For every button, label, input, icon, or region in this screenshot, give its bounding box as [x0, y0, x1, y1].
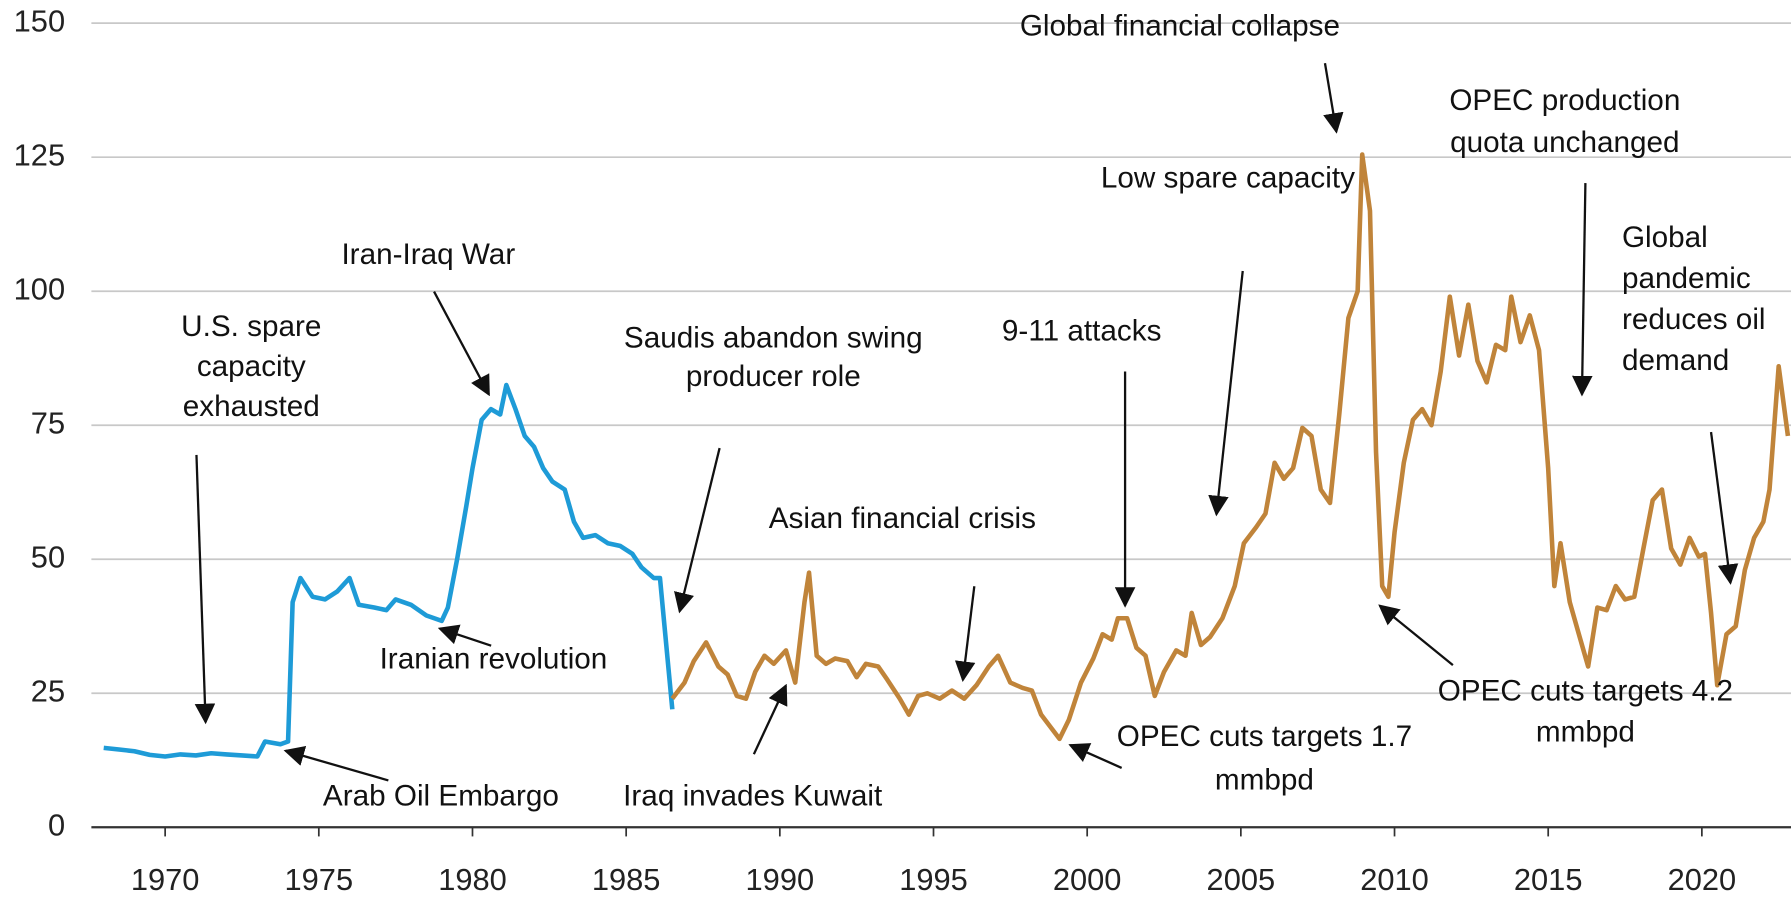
x-tick-label: 2015 — [1514, 862, 1583, 897]
annotation: reduces oil — [1622, 303, 1766, 336]
x-tick-label: 2010 — [1360, 862, 1429, 897]
y-tick-label: 75 — [31, 405, 65, 440]
x-tick-label: 1990 — [746, 862, 815, 897]
y-tick-label: 100 — [14, 271, 65, 306]
x-tick-label: 2005 — [1207, 862, 1276, 897]
y-tick-label: 25 — [31, 673, 65, 708]
y-tick-label: 50 — [31, 539, 65, 574]
y-tick-label: 0 — [48, 807, 65, 842]
annotation: OPEC cuts targets 1.7 — [1117, 720, 1412, 753]
arrow — [194, 454, 216, 725]
annotation: Asian financial crisis — [769, 502, 1036, 535]
arrow — [954, 586, 976, 682]
arrow — [1709, 431, 1739, 585]
arrow — [1068, 743, 1123, 769]
arrow — [1571, 183, 1593, 397]
annotation: mmbpd — [1215, 763, 1314, 796]
arrow — [433, 291, 490, 397]
annotation: Global — [1622, 221, 1708, 254]
y-tick-label: 125 — [14, 137, 65, 172]
annotation: producer role — [686, 360, 861, 393]
x-tick-label: 1995 — [899, 862, 968, 897]
x-tick-label: 1980 — [438, 862, 507, 897]
x-tick-label: 1985 — [592, 862, 661, 897]
annotation: OPEC production — [1449, 84, 1680, 117]
annotation: pandemic — [1622, 262, 1751, 295]
annotation: Saudis abandon swing — [624, 321, 923, 354]
annotation: Iran-Iraq War — [341, 238, 515, 271]
annotation: Iranian revolution — [380, 642, 608, 675]
line-series — [103, 382, 675, 759]
x-tick-label: 1975 — [285, 862, 354, 897]
annotation: 9-11 attacks — [1002, 315, 1162, 348]
annotation: Arab Oil Embargo — [323, 779, 559, 812]
arrow — [283, 746, 389, 782]
line-series — [670, 152, 1791, 742]
x-tick-label: 1970 — [131, 862, 200, 897]
annotation: quota unchanged — [1450, 126, 1679, 159]
arrow — [752, 683, 788, 755]
annotation: Low spare capacity — [1101, 161, 1355, 194]
annotation: OPEC cuts targets 4.2 — [1438, 674, 1733, 707]
x-tick-label: 2000 — [1053, 862, 1122, 897]
arrow — [1323, 62, 1344, 134]
arrow — [674, 447, 721, 614]
annotation: demand — [1622, 344, 1729, 377]
arrow — [437, 624, 492, 647]
annotation: capacity — [197, 350, 306, 383]
annotation: exhausted — [183, 390, 320, 423]
y-tick-label: 150 — [14, 3, 65, 38]
arrow — [1208, 270, 1244, 517]
annotation: U.S. spare — [181, 310, 321, 343]
annotation: Global financial collapse — [1020, 10, 1340, 43]
x-tick-label: 2020 — [1668, 862, 1737, 897]
annotation: Iraq invades Kuwait — [623, 779, 883, 812]
annotation: mmbpd — [1536, 715, 1635, 748]
arrow — [1378, 604, 1454, 666]
